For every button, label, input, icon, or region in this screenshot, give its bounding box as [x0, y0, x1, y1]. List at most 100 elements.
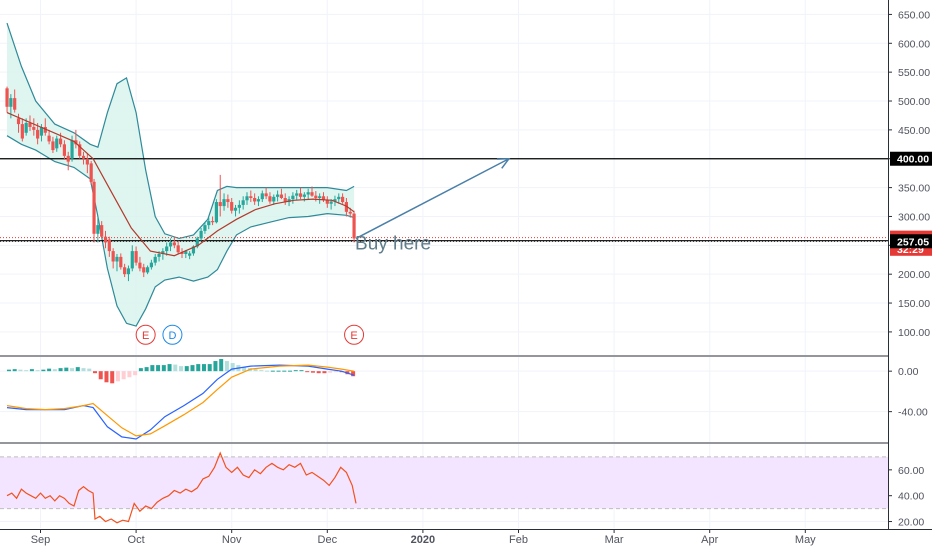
- macd-histogram-bar: [133, 371, 138, 376]
- macd-histogram-bar: [64, 367, 69, 372]
- buy-here-label: Buy here: [355, 233, 431, 254]
- candle-body: [344, 202, 349, 212]
- candle-body: [268, 196, 272, 202]
- candle-body: [218, 202, 222, 207]
- bollinger-lower-line: [6, 135, 355, 327]
- candle-body: [51, 141, 55, 151]
- candle-body: [13, 98, 17, 110]
- candle-body: [214, 202, 219, 223]
- price-axis-label: 300.00: [898, 211, 930, 223]
- candle-body: [100, 225, 104, 237]
- macd-histogram-bar: [270, 370, 275, 372]
- event-marker-label: D: [168, 330, 176, 342]
- macd-histogram-bar: [293, 370, 298, 372]
- macd-histogram-bar: [219, 359, 224, 372]
- candle-body: [195, 238, 199, 247]
- macd-histogram-bar: [276, 370, 281, 372]
- candle-body: [188, 253, 192, 256]
- price-axis-label: 500.00: [898, 96, 930, 108]
- rsi-band-fill: [0, 456, 888, 509]
- candle-body: [85, 158, 89, 165]
- price-axis-label: 450.00: [898, 125, 930, 137]
- macd-histogram-bar: [242, 367, 247, 372]
- macd-histogram-bar: [6, 369, 11, 372]
- candle-body: [111, 251, 115, 262]
- candle-body: [260, 193, 264, 200]
- candle-body: [9, 98, 13, 107]
- candle-body: [222, 199, 226, 207]
- candle-body: [199, 230, 203, 239]
- price-label-text: 400.00: [897, 154, 929, 166]
- macd-histogram-bar: [253, 369, 258, 372]
- macd-histogram-bar: [104, 371, 109, 383]
- macd-histogram-bar: [288, 370, 293, 372]
- candle-body: [62, 144, 66, 156]
- macd-histogram-bar: [161, 365, 166, 372]
- macd-histogram-bar: [265, 370, 270, 372]
- candle-body: [58, 138, 63, 145]
- price-axis-label: 350.00: [898, 183, 930, 195]
- candle-body: [138, 262, 142, 269]
- macd-histogram-bar: [224, 361, 229, 372]
- candle-body: [191, 246, 196, 254]
- time-axis-label: Feb: [509, 534, 528, 546]
- candle-body: [126, 268, 131, 275]
- event-marker-circle: [162, 324, 183, 345]
- candle-body: [70, 140, 74, 159]
- macd-histogram-bar: [41, 369, 46, 372]
- macd-histogram-bar: [52, 369, 57, 372]
- price-axis-label: 600.00: [898, 38, 930, 50]
- time-axis-label: 2020: [411, 534, 435, 546]
- candle-body: [47, 135, 51, 142]
- macd-histogram-bar: [70, 368, 75, 372]
- candle-body: [318, 196, 322, 198]
- macd-histogram-bar: [115, 371, 120, 382]
- macd-histogram-bar: [207, 364, 212, 372]
- candle-body: [207, 221, 211, 226]
- macd-line: [6, 364, 355, 440]
- candle-body: [123, 267, 127, 275]
- candle-body: [352, 213, 356, 239]
- price-label-text: 257.05: [897, 236, 929, 248]
- rsi-axis-label: 20.00: [898, 517, 924, 529]
- buy-arrow-head: [496, 157, 511, 169]
- macd-histogram-bar: [173, 364, 178, 372]
- candle-body: [329, 201, 333, 204]
- candle-body: [32, 126, 36, 130]
- event-marker-label: E: [350, 330, 357, 342]
- macd-histogram-bar: [282, 370, 287, 372]
- moving-average-line: [6, 112, 355, 257]
- macd-histogram-bar: [87, 368, 92, 372]
- time-axis-label: Nov: [222, 534, 242, 546]
- macd-histogram-bar: [201, 364, 206, 372]
- time-axis-label: Sep: [31, 534, 51, 546]
- candle-body: [226, 199, 230, 203]
- macd-histogram-bar: [35, 370, 40, 372]
- candle-body: [103, 236, 108, 243]
- candle-body: [36, 129, 40, 139]
- candle-body: [184, 251, 188, 254]
- candle-body: [245, 196, 249, 201]
- macd-histogram-bar: [230, 363, 235, 372]
- buy-arrow-line: [355, 158, 510, 240]
- macd-histogram-bar: [184, 366, 189, 372]
- candle-body: [172, 242, 176, 246]
- candle-body: [210, 221, 215, 223]
- candle-body: [39, 126, 44, 136]
- candle-body: [89, 163, 93, 182]
- macd-histogram-bar: [98, 371, 103, 380]
- rsi-axis-label: 40.00: [898, 491, 924, 503]
- candle-body: [149, 262, 153, 268]
- macd-histogram-bar: [333, 371, 338, 373]
- macd-histogram-bar: [259, 370, 264, 372]
- candle-body: [340, 196, 345, 203]
- candle-body: [298, 193, 303, 197]
- time-axis-label: May: [795, 534, 816, 546]
- macd-histogram-bar: [18, 369, 23, 372]
- candle-body: [165, 246, 169, 252]
- event-marker-label: E: [142, 330, 149, 342]
- macd-histogram-bar: [310, 371, 315, 373]
- time-axis-label: Dec: [318, 534, 338, 546]
